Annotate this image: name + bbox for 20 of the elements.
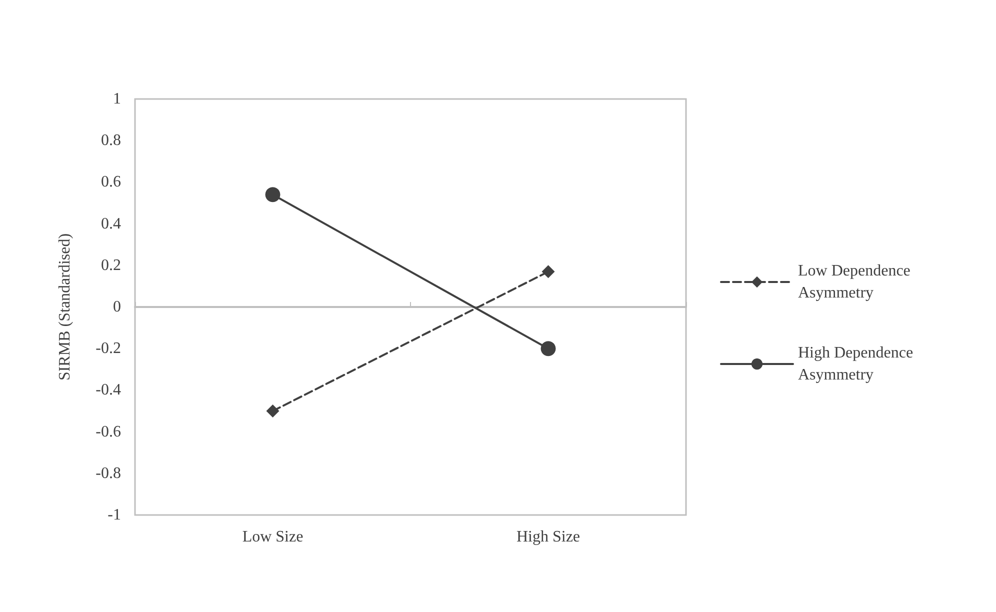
y-tick-label: 0.8: [101, 132, 121, 150]
point: [542, 265, 555, 278]
y-tick-label: 0: [113, 298, 121, 316]
y-tick-label: 0.4: [101, 215, 121, 232]
y-tick-label: -0.8: [96, 464, 121, 482]
y-tick-label: 0.2: [101, 256, 121, 274]
legend-label: High Dependence Asymmetry: [798, 344, 918, 384]
point: [266, 404, 280, 418]
y-tick-label: -0.2: [96, 340, 121, 358]
y-tick-label: 1: [113, 90, 121, 108]
x-tick-label: High Size: [516, 528, 580, 546]
y-tick-label: -0.4: [96, 382, 121, 399]
point: [540, 341, 556, 356]
y-tick-label: -0.6: [96, 423, 121, 440]
y-axis-title: SIRMB (Standardised): [56, 233, 74, 381]
point: [265, 187, 280, 202]
x-tick-label: Low Size: [242, 528, 304, 546]
y-tick-label: 0.6: [101, 174, 121, 191]
legend-label: Low Dependence Asymmetry: [798, 262, 914, 302]
y-tick-label: -1: [108, 506, 121, 524]
